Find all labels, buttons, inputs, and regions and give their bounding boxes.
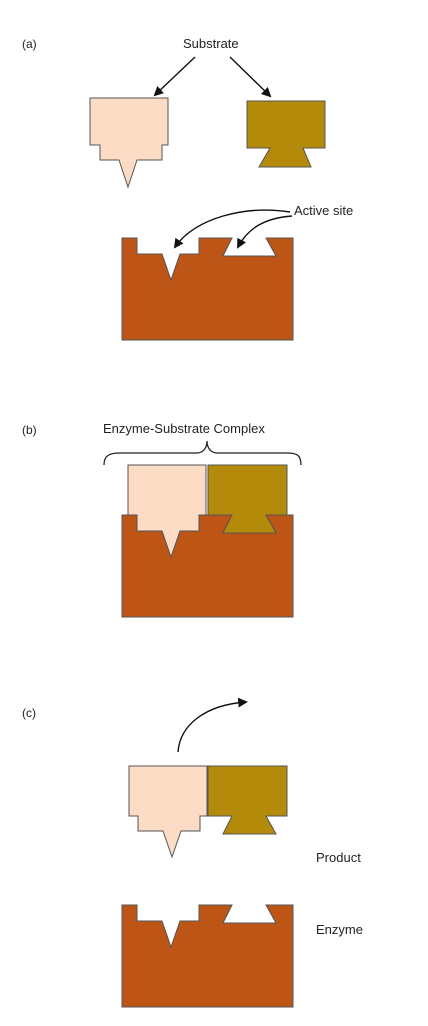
substrate-pointed-bound [127,464,207,559]
panel-b-letter: (b) [22,423,37,437]
active-site-arrow-right [237,215,293,249]
substrate-label: Substrate [183,36,239,51]
enzyme-c [121,904,294,1008]
substrate-notched [246,100,326,168]
enzyme-label: Enzyme [316,922,363,937]
substrate-arrow-right [229,56,272,98]
complex-brace [103,440,302,466]
panel-a-letter: (a) [22,37,37,51]
substrate-pointed [89,97,169,189]
complex-label: Enzyme-Substrate Complex [103,421,265,436]
release-arrow [177,697,248,753]
product-notched [207,765,288,835]
substrate-notched-bound [207,464,288,534]
product-label: Product [316,850,361,865]
active-site-label: Active site [294,203,353,218]
active-site-arrow-left [173,209,291,249]
panel-c-letter: (c) [22,706,36,720]
substrate-arrow-left [153,56,196,97]
enzyme-a [121,237,294,341]
product-pointed [128,765,208,859]
